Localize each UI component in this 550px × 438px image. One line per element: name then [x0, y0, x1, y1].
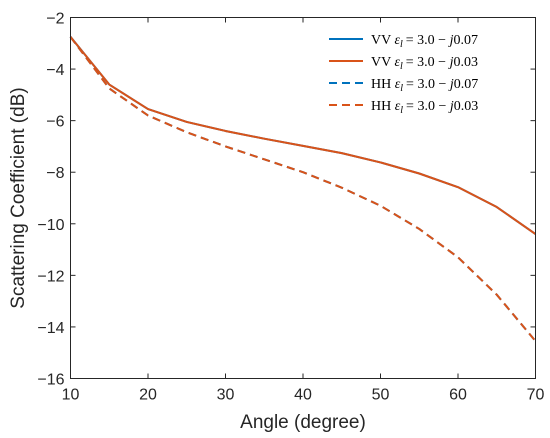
axis-ticks: 10 20 30 40 50 60 70 −2 −4 −6 −8 −10 −12 −14 −16 — [37, 11, 544, 404]
x-axis-label: Angle (degree) — [240, 412, 366, 433]
axes-box — [70, 17, 536, 379]
x-tick-label: 20 — [139, 387, 157, 404]
legend: VV εl = 3.0 − j0.07 VV εl = 3.0 − j0.03 HH ε… — [329, 33, 478, 116]
series-lines — [69, 36, 537, 342]
x-tick-label: 50 — [372, 387, 390, 404]
y-tick-label: −14 — [37, 320, 64, 337]
x-tick-label: 10 — [62, 387, 80, 404]
series-line-2 — [69, 36, 537, 235]
y-tick-label: −4 — [46, 62, 64, 79]
x-tick-label: 60 — [449, 387, 467, 404]
legend-entry-2: VV εl = 3.0 − j0.03 — [371, 55, 478, 72]
y-tick-label: −2 — [46, 11, 64, 28]
y-tick-label: −10 — [37, 217, 64, 234]
x-tick-label: 70 — [527, 387, 545, 404]
x-tick-label: 30 — [217, 387, 235, 404]
legend-entry-3: HH εl = 3.0 − j0.07 — [371, 77, 478, 94]
legend-entry-1: VV εl = 3.0 − j0.07 — [371, 33, 478, 50]
y-axis-label: Scattering Coefficient (dB) — [8, 87, 29, 308]
y-tick-label: −8 — [46, 165, 64, 182]
legend-entry-4: HH εl = 3.0 − j0.03 — [371, 99, 478, 116]
series-line-4 — [69, 36, 537, 342]
y-tick-label: −12 — [37, 268, 64, 285]
y-tick-label: −6 — [46, 114, 64, 131]
x-tick-label: 40 — [294, 387, 312, 404]
y-tick-label: −16 — [37, 372, 64, 389]
